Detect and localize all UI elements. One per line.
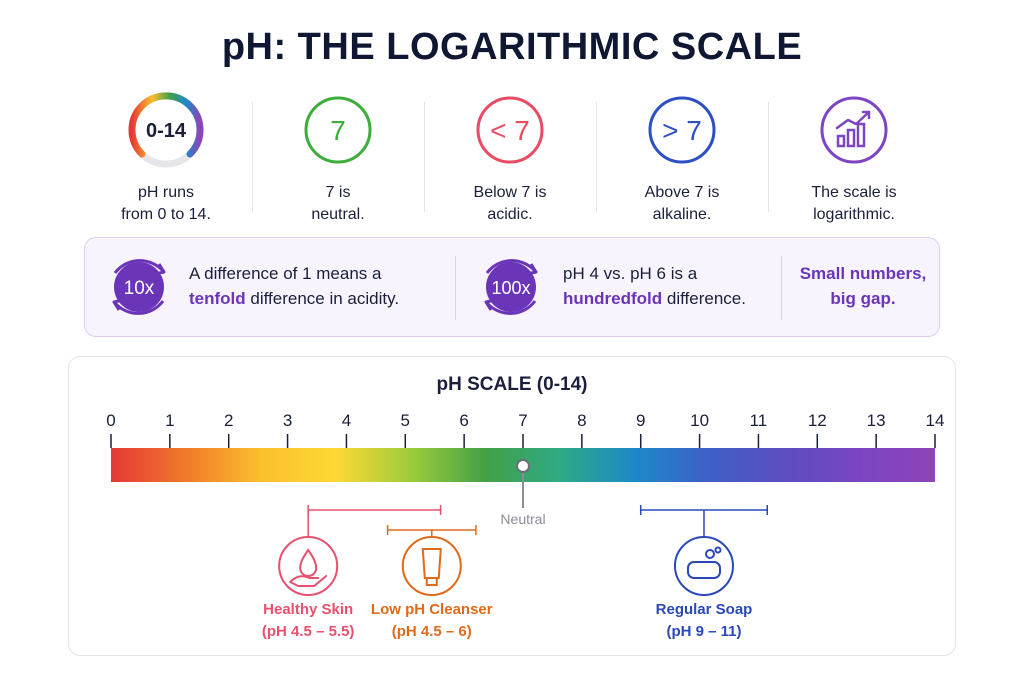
fact-neutral: 7 7 is neutral. [252, 88, 424, 228]
tick-label: 13 [867, 411, 886, 430]
panel-divider [781, 256, 782, 320]
logarithm-explainer-panel: 10x A difference of 1 means a tenfold di… [84, 237, 940, 337]
range-name: Healthy Skin [263, 601, 353, 618]
fact-badge: > 7 [662, 115, 702, 146]
fact-caption: pH runs from 0 to 14. [80, 182, 252, 226]
hundredfold-badge: 100x [491, 278, 530, 298]
soap-icon [673, 536, 734, 596]
fact-caption-line1: Below 7 is [473, 184, 547, 201]
acidic-circle-icon: < 7 [476, 96, 544, 164]
droplet-hand-icon [278, 536, 339, 596]
tick-label: 3 [283, 411, 292, 430]
tenfold-badge: 10x [124, 278, 155, 299]
panel-divider [455, 256, 456, 320]
tenfold-emphasis: tenfold [189, 289, 246, 308]
neutral-circle-icon: 7 [304, 96, 372, 164]
hundredfold-text-rest: difference. [662, 289, 746, 308]
range-low-ph-cleanser: Low pH Cleanser (pH 4.5 – 6) [371, 525, 493, 640]
fact-acidic: < 7 Below 7 is acidic. [424, 88, 596, 228]
tenfold-text-line2: tenfold difference in acidity. [189, 286, 449, 311]
fact-caption: Above 7 is alkaline. [596, 182, 768, 226]
scale-ticks: 0 1 2 3 4 5 6 7 8 9 10 11 12 13 14 [106, 411, 944, 448]
fact-caption-line2: from 0 to 14. [121, 206, 211, 223]
neutral-marker: Neutral [500, 459, 546, 527]
fact-badge: < 7 [490, 115, 530, 146]
cycle-arrows-icon: 100x [484, 259, 538, 315]
fact-range: 0-14 pH runs from 0 to 14. [80, 88, 252, 228]
fact-caption: The scale is logarithmic. [768, 182, 940, 226]
tenfold-text-rest: difference in acidity. [245, 289, 400, 308]
range-values: (pH 4.5 – 5.5) [262, 623, 355, 640]
hundredfold-text-line1: pH 4 vs. pH 6 is a [563, 264, 698, 283]
range-values: (pH 4.5 – 6) [392, 623, 472, 640]
product-ranges: Healthy Skin (pH 4.5 – 5.5) Low pH Clean… [262, 505, 769, 640]
fact-caption: 7 is neutral. [252, 182, 424, 226]
small-numbers-line2: big gap. [830, 289, 896, 308]
key-facts: 0-14 pH runs from 0 to 14. 7 7 is neutra… [80, 88, 940, 228]
range-name: Regular Soap [656, 601, 753, 618]
tick-label: 0 [106, 411, 115, 430]
fact-caption-line2: neutral. [311, 206, 365, 223]
tick-label: 12 [808, 411, 827, 430]
fact-logarithmic: The scale is logarithmic. [768, 88, 940, 228]
tick-label: 10 [690, 411, 709, 430]
alkaline-circle-icon: > 7 [648, 96, 716, 164]
fact-badge: 0-14 [146, 120, 187, 142]
cycle-arrows-icon: 10x [112, 259, 166, 315]
fact-alkaline: > 7 Above 7 is alkaline. [596, 88, 768, 228]
ph-scale-card [68, 356, 956, 656]
hundredfold-text-line2: hundredfold difference. [563, 286, 783, 311]
page-title: pH: THE LOGARITHMIC SCALE [221, 26, 803, 68]
fact-caption-line1: The scale is [811, 184, 897, 201]
tick-label: 1 [165, 411, 174, 430]
neutral-dot [516, 459, 530, 473]
tick-label: 2 [224, 411, 233, 430]
tick-label: 14 [926, 411, 945, 430]
range-regular-soap: Regular Soap (pH 9 – 11) [639, 505, 769, 640]
range-name: Low pH Cleanser [371, 601, 493, 618]
tick-label: 6 [459, 411, 468, 430]
neutral-label: Neutral [500, 511, 545, 527]
fact-badge: 7 [330, 115, 346, 146]
small-numbers-note: Small numbers, big gap. [785, 261, 941, 311]
hundredfold-emphasis: hundredfold [563, 289, 663, 308]
range-healthy-skin: Healthy Skin (pH 4.5 – 5.5) [262, 505, 442, 640]
tick-label: 11 [750, 411, 768, 430]
fact-caption-line1: Above 7 is [644, 184, 720, 201]
tick-label: 4 [342, 411, 351, 430]
tenfold-text-line1: A difference of 1 means a [189, 264, 382, 283]
tick-label: 7 [518, 411, 527, 430]
fact-caption-line1: 7 is [325, 184, 351, 201]
small-numbers-line1: Small numbers, [799, 264, 927, 283]
hundredfold-text: pH 4 vs. pH 6 is a hundredfold differenc… [563, 261, 783, 311]
fact-caption-line1: pH runs [137, 184, 195, 201]
tick-label: 5 [401, 411, 410, 430]
rainbow-ring-icon: 0-14 [128, 92, 204, 168]
growth-chart-icon [820, 96, 888, 164]
fact-caption-line2: acidic. [487, 206, 533, 223]
scale-title: pH SCALE (0-14) [437, 374, 588, 395]
fact-caption-line2: logarithmic. [813, 206, 895, 223]
tick-label: 9 [636, 411, 645, 430]
tube-icon [401, 536, 462, 596]
tenfold-text: A difference of 1 means a tenfold differ… [189, 261, 449, 311]
fact-caption: Below 7 is acidic. [424, 182, 596, 226]
range-values: (pH 9 – 11) [666, 623, 741, 640]
tick-label: 8 [577, 411, 586, 430]
fact-caption-line2: alkaline. [652, 206, 712, 223]
